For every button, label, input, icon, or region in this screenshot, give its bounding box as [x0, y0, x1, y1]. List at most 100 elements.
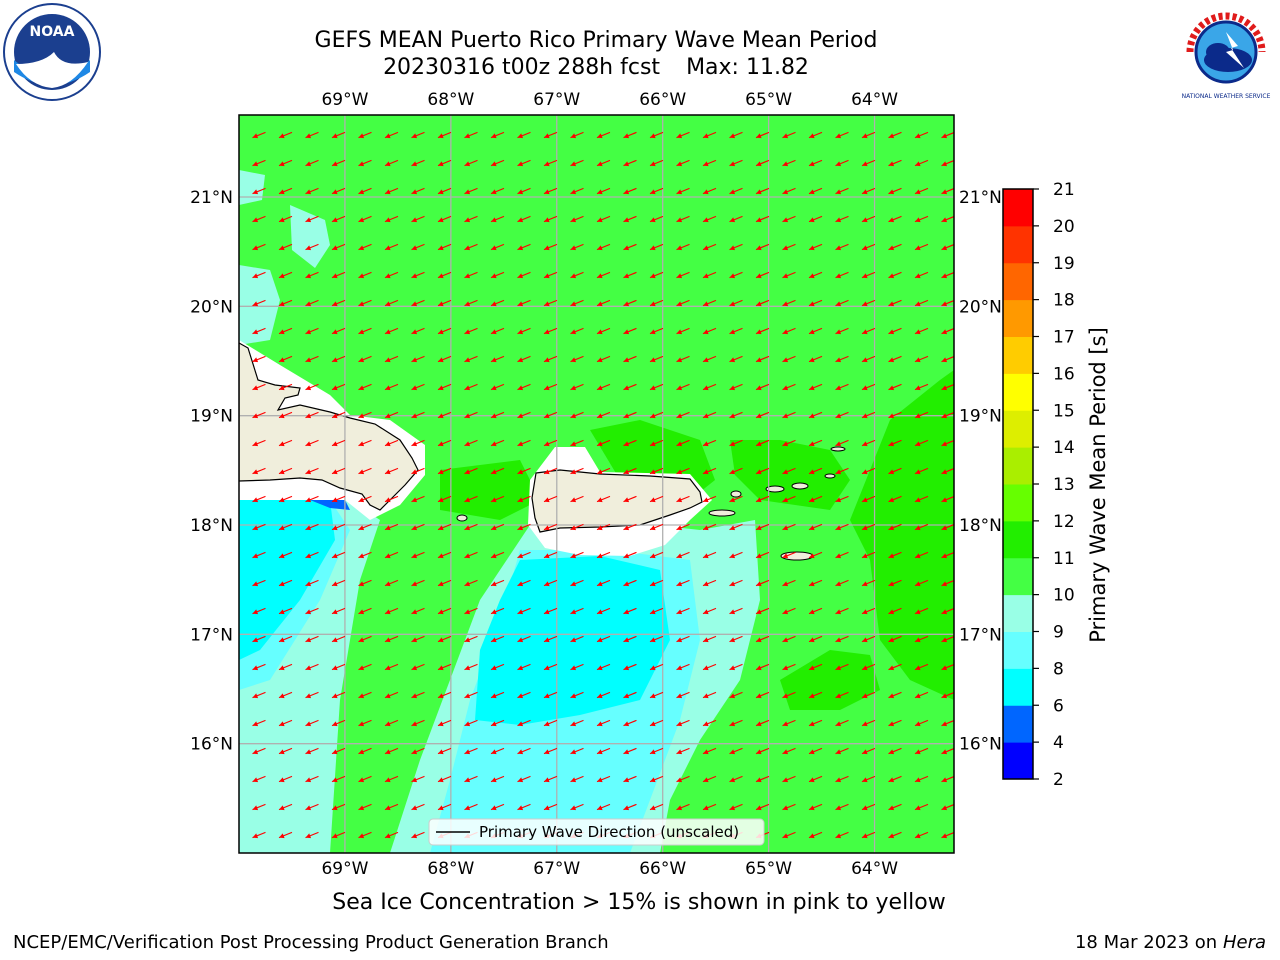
footer-date-text: 18 Mar 2023 on: [1074, 932, 1218, 953]
lat-label-right: 17°N: [959, 625, 1002, 645]
wave-arrow: [384, 551, 399, 559]
wave-arrow: [437, 439, 452, 447]
lat-label-right: 19°N: [959, 407, 1002, 427]
wave-arrow: [835, 831, 849, 839]
wave-arrow: [464, 327, 478, 335]
wave-arrow: [755, 355, 770, 363]
wave-arrow: [835, 747, 849, 755]
wave-arrow: [358, 271, 372, 279]
wave-arrow: [305, 691, 319, 699]
lon-label-bottom: 65°W: [745, 859, 792, 879]
wave-arrow: [437, 355, 452, 363]
wave-arrow: [623, 803, 637, 811]
wave-arrow: [331, 187, 346, 195]
wave-arrow: [888, 215, 902, 223]
wave-arrow: [888, 495, 902, 503]
wave-arrow: [411, 159, 425, 167]
wave-arrow: [782, 355, 796, 363]
wave-arrow: [252, 719, 266, 727]
wave-arrow: [384, 803, 399, 811]
wave-arrow: [649, 271, 664, 279]
wave-arrow: [676, 663, 690, 671]
colorbar-segment: [1003, 189, 1033, 227]
wave-arrow: [570, 355, 584, 363]
gridlines: [239, 115, 954, 853]
wave-arrow: [623, 271, 637, 279]
wave-arrow: [835, 551, 849, 559]
wave-arrow: [517, 495, 531, 503]
wave-arrow: [596, 495, 611, 503]
wave-arrow: [358, 719, 372, 727]
wave-arrow: [411, 439, 425, 447]
wave-arrow: [517, 355, 531, 363]
wave-arrow: [835, 159, 849, 167]
wave-arrow: [861, 187, 876, 195]
wave-arrow: [861, 607, 876, 615]
wave-arrow: [861, 355, 876, 363]
wave-arrow: [384, 523, 399, 531]
wave-arrow: [835, 803, 849, 811]
wave-arrow: [464, 495, 478, 503]
wave-arrow: [358, 159, 372, 167]
wave-arrow: [411, 187, 425, 195]
wave-arrow: [331, 383, 346, 391]
wave-arrow: [888, 383, 902, 391]
wave-arrow: [437, 243, 452, 251]
wave-arrow: [676, 523, 690, 531]
wave-arrow: [305, 607, 319, 615]
wave-arrow: [596, 327, 611, 335]
wave-arrow: [861, 523, 876, 531]
colorbar-segment: [1003, 557, 1033, 596]
wave-arrow: [835, 271, 849, 279]
wave-arrow: [517, 691, 531, 699]
wave-arrow: [517, 187, 531, 195]
wave-arrow: [252, 523, 266, 531]
wave-arrow: [384, 579, 399, 587]
wave-arrow: [411, 691, 425, 699]
wave-arrow: [888, 831, 902, 839]
wave-arrow: [570, 131, 584, 139]
wave-arrow: [358, 663, 372, 671]
wave-arrow: [755, 299, 770, 307]
wave-arrow: [729, 691, 743, 699]
wave-arrow: [305, 831, 319, 839]
wave-arrow: [490, 803, 505, 811]
wave-arrow: [331, 831, 346, 839]
wave-arrow: [649, 159, 664, 167]
wave-arrow: [517, 299, 531, 307]
wave-arrow: [517, 159, 531, 167]
wave-arrow: [702, 607, 717, 615]
wave-arrow: [808, 355, 823, 363]
wave-arrow: [941, 551, 954, 559]
wave-arrow: [941, 467, 954, 475]
footer-machine: Hera: [1222, 932, 1266, 953]
wave-arrow: [649, 719, 664, 727]
wave-arrow: [411, 299, 425, 307]
wave-arrow: [437, 271, 452, 279]
lon-label-bottom: 68°W: [427, 859, 474, 879]
wave-arrow: [278, 187, 293, 195]
wave-arrow: [914, 411, 929, 419]
nws-logo-text: NATIONAL WEATHER SERVICE: [1182, 93, 1271, 100]
wave-arrow: [835, 187, 849, 195]
wave-arrow: [649, 131, 664, 139]
wave-arrow: [941, 579, 954, 587]
wave-arrow: [252, 439, 266, 447]
wave-arrow: [358, 495, 372, 503]
wave-arrow: [517, 551, 531, 559]
wave-arrow: [676, 187, 690, 195]
period-field-11-12-c: [730, 440, 850, 510]
wave-arrow: [888, 719, 902, 727]
wave-arrow: [702, 187, 717, 195]
wave-arrow: [490, 383, 505, 391]
wave-arrow: [384, 663, 399, 671]
wave-arrow: [941, 607, 954, 615]
wave-arrow: [782, 131, 796, 139]
wave-arrow: [782, 719, 796, 727]
wave-arrow: [835, 579, 849, 587]
wave-arrow: [305, 467, 319, 475]
wave-arrow: [861, 747, 876, 755]
wave-arrow: [437, 131, 452, 139]
wave-arrow: [729, 747, 743, 755]
